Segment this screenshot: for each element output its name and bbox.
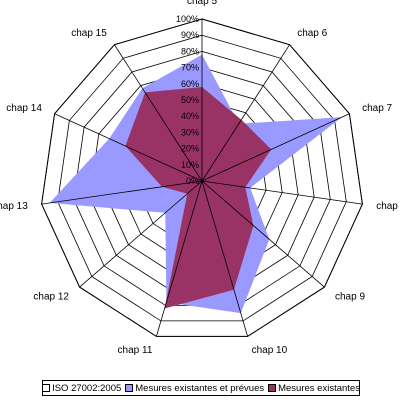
axis-spoke	[41, 180, 203, 205]
axis-spoke	[201, 113, 350, 182]
axis-spoke	[114, 44, 203, 182]
tick-label: 20%	[181, 144, 199, 154]
category-label: chap 9	[335, 291, 365, 302]
legend-swatch-iso	[42, 384, 51, 392]
legend-item-prevues: Mesures existantes et prévues	[125, 383, 264, 394]
tick-label: 0%	[186, 176, 199, 186]
category-label: chap 15	[71, 28, 107, 39]
tick-label: 80%	[181, 46, 199, 56]
category-label: chap 13	[0, 201, 28, 212]
legend-swatch-prevues	[125, 384, 134, 392]
legend-label-prevues: Mesures existantes et prévues	[135, 382, 265, 394]
category-label: chap 10	[252, 345, 288, 356]
grid-ring	[57, 34, 347, 322]
category-label: chap 7	[362, 103, 392, 114]
legend-item-iso: ISO 27002:2005	[42, 383, 121, 394]
tick-label: 50%	[181, 95, 199, 105]
legend-item-existantes: Mesures existantes	[268, 383, 360, 394]
axis-spoke	[201, 180, 248, 337]
series-iso-area	[41, 18, 363, 337]
chart-legend: ISO 27002:2005 Mesures existantes et pré…	[42, 380, 360, 396]
legend-swatch-existantes	[268, 384, 277, 392]
series-existantes-area	[125, 87, 272, 309]
tick-label: 10%	[181, 160, 199, 170]
axis-spoke	[201, 180, 325, 288]
category-label: chap 12	[33, 291, 69, 302]
legend-label-existantes: Mesures existantes	[278, 382, 360, 394]
category-label: chap 11	[118, 345, 153, 356]
tick-label: 70%	[181, 63, 199, 73]
category-label: chap 14	[6, 103, 42, 114]
tick-label: 100%	[176, 14, 199, 24]
category-label: chap 8	[376, 201, 400, 212]
axis-spoke	[201, 44, 290, 182]
legend-label-iso: ISO 27002:2005	[52, 382, 122, 394]
axis-spoke	[156, 180, 203, 337]
tick-label: 90%	[181, 30, 199, 40]
category-label: chap 6	[297, 28, 327, 39]
axis-spoke	[79, 180, 203, 288]
tick-label: 30%	[181, 127, 199, 137]
category-label: chap 5	[187, 0, 217, 7]
tick-label: 40%	[181, 111, 199, 121]
axis-spoke	[201, 180, 363, 205]
axis-spoke	[54, 113, 203, 182]
tick-label: 60%	[181, 79, 199, 89]
